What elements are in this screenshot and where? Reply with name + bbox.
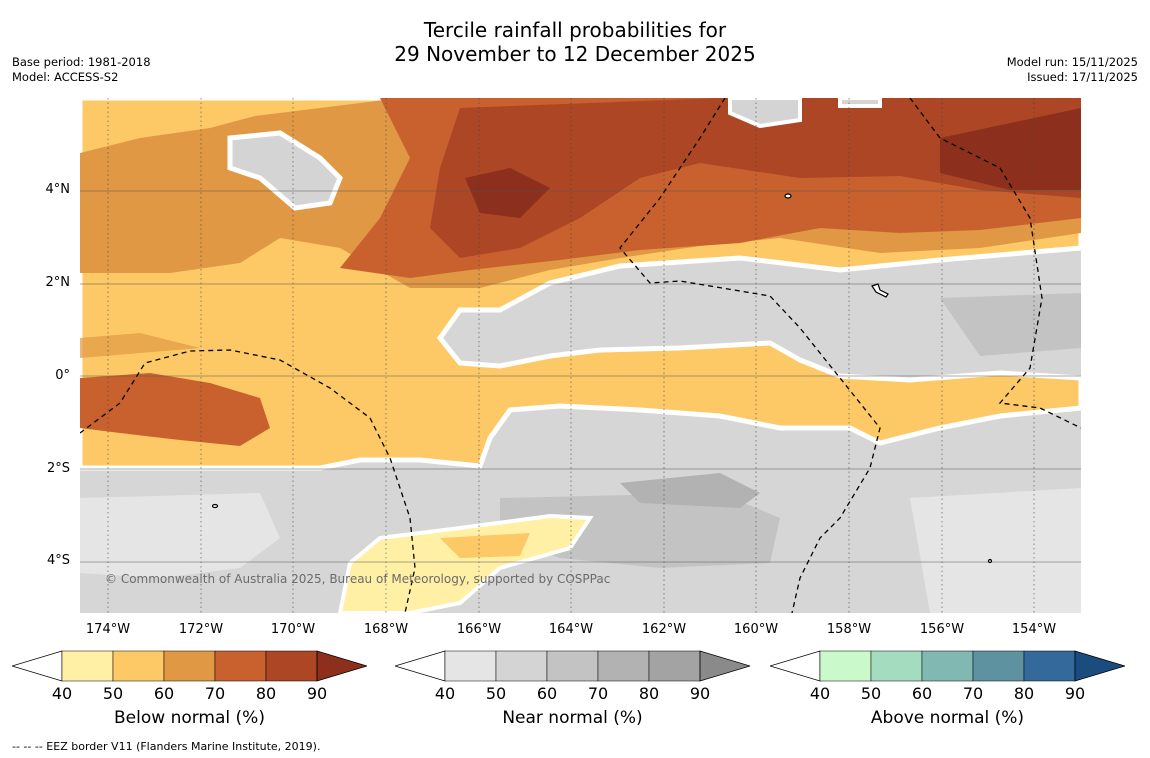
lon-label-160w: 160°W xyxy=(733,622,779,637)
colorbar-below-tick: 90 xyxy=(306,684,328,703)
colorbar-above-tick: 40 xyxy=(809,684,831,703)
colorbar-near xyxy=(395,650,750,682)
colorbar-below-tick: 70 xyxy=(204,684,226,703)
colorbar-above-tick: 50 xyxy=(860,684,882,703)
colorbar-near-tick: 50 xyxy=(485,684,507,703)
near-40-south xyxy=(80,488,1081,613)
lon-label-162w: 162°W xyxy=(641,622,687,637)
colorbar-near-tick: 70 xyxy=(587,684,609,703)
colorbar-below-tick: 50 xyxy=(102,684,124,703)
model-name: Model: ACCESS-S2 xyxy=(12,70,119,84)
eez-footnote: -- -- -- EEZ border V11 (Flanders Marine… xyxy=(12,740,321,753)
colorbar-near-max-extend xyxy=(699,650,750,682)
colorbar-below-swatch xyxy=(112,650,165,682)
lon-label-166w: 166°W xyxy=(456,622,502,637)
colorbar-near-tick: 60 xyxy=(536,684,558,703)
below-50-south xyxy=(440,533,530,558)
issued-date: Issued: 17/11/2025 xyxy=(1027,70,1138,84)
colorbar-above-min-extend xyxy=(770,650,821,682)
colorbar-below-tick: 40 xyxy=(51,684,73,703)
base-period: Base period: 1981-2018 xyxy=(12,55,151,69)
colorbar-near-swatch xyxy=(546,650,599,682)
colorbar-below-tick: 60 xyxy=(153,684,175,703)
colorbar-near-tick: 80 xyxy=(638,684,660,703)
colorbar-near-tick: 40 xyxy=(434,684,456,703)
colorbar-above-tick: 90 xyxy=(1064,684,1086,703)
eez-borders xyxy=(80,98,1081,613)
colorbar-above-tick: 60 xyxy=(911,684,933,703)
chart-title: Tercile rainfall probabilities for 29 No… xyxy=(0,18,1150,66)
colorbar-above-title: Above normal (%) xyxy=(870,708,1025,728)
colorbar-below-swatch xyxy=(163,650,216,682)
colorbar-below-tick: 80 xyxy=(255,684,277,703)
colorbar-below-swatch xyxy=(61,650,114,682)
colorbar-near-swatch xyxy=(444,650,497,682)
lon-label-172w: 172°W xyxy=(178,622,224,637)
colorbar-above-swatch xyxy=(921,650,974,682)
map-panel xyxy=(80,98,1081,613)
colorbar-above-swatch xyxy=(972,650,1025,682)
lat-label-2s: 2°S xyxy=(46,461,70,476)
colorbar-below-title: Below normal (%) xyxy=(114,708,265,728)
colorbar-below-swatch xyxy=(265,650,318,682)
meta-left: Base period: 1981-2018 Model: ACCESS-S2 xyxy=(12,55,151,85)
lon-label-154w: 154°W xyxy=(1011,622,1057,637)
model-run: Model run: 15/11/2025 xyxy=(1006,55,1138,69)
colorbar-above-tick: 70 xyxy=(962,684,984,703)
colorbar-above-swatch xyxy=(1023,650,1076,682)
below-40-south xyxy=(337,513,594,613)
lat-label-4s: 4°S xyxy=(46,553,70,568)
islands xyxy=(211,193,993,564)
lon-label-164w: 164°W xyxy=(548,622,594,637)
copyright-notice: © Commonwealth of Australia 2025, Bureau… xyxy=(105,572,611,586)
near-50-island-north xyxy=(227,130,343,211)
below-60-west-lobe xyxy=(80,333,200,358)
lon-label-168w: 168°W xyxy=(363,622,409,637)
colorbar-above xyxy=(770,650,1125,682)
colorbar-below-max-extend xyxy=(316,650,367,682)
colorbar-near-min-extend xyxy=(395,650,446,682)
title-line-1: Tercile rainfall probabilities for xyxy=(423,18,727,42)
colorbar-below-min-extend xyxy=(12,650,63,682)
colorbar-near-swatch xyxy=(495,650,548,682)
colorbar-below-swatch xyxy=(214,650,267,682)
map-fields xyxy=(80,98,1081,613)
graticule xyxy=(80,98,1081,613)
colorbar-near-swatch xyxy=(597,650,650,682)
colorbar-above-swatch xyxy=(819,650,872,682)
title-line-2: 29 November to 12 December 2025 xyxy=(394,42,756,66)
colorbar-above-max-extend xyxy=(1074,650,1125,682)
lat-label-2n: 2°N xyxy=(45,275,71,290)
colorbar-near-title: Near normal (%) xyxy=(502,708,643,728)
lon-label-174w: 174°W xyxy=(85,622,131,637)
near-70-south xyxy=(620,473,760,508)
colorbar-above-swatch xyxy=(870,650,923,682)
below-80-region xyxy=(430,98,1081,258)
colorbar-near-swatch xyxy=(648,650,701,682)
colorbar-above-tick: 80 xyxy=(1013,684,1035,703)
lat-label-4n: 4°N xyxy=(45,182,71,197)
colorbar-near-tick: 90 xyxy=(689,684,711,703)
lon-label-158w: 158°W xyxy=(826,622,872,637)
below-90-region xyxy=(465,108,1081,218)
lat-label-eq: 0° xyxy=(55,368,70,383)
lon-label-156w: 156°W xyxy=(919,622,965,637)
near-50-island-topright xyxy=(728,98,882,129)
meta-right: Model run: 15/11/2025 Issued: 17/11/2025 xyxy=(1007,55,1138,85)
colorbar-below xyxy=(12,650,367,682)
lon-label-170w: 170°W xyxy=(270,622,316,637)
